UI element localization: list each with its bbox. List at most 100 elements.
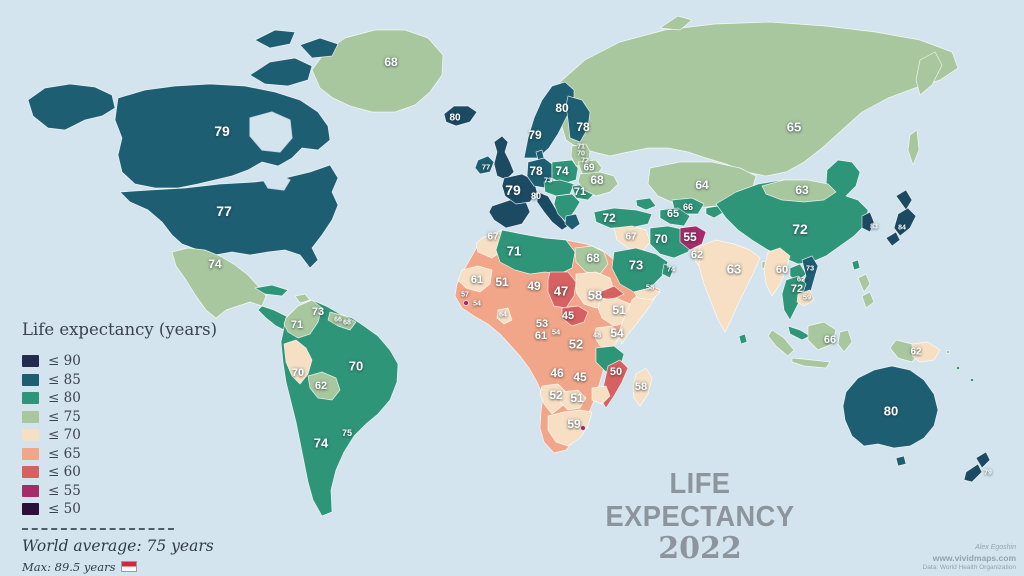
hispaniola	[294, 293, 311, 304]
legend-item: ≤ 90	[22, 352, 217, 371]
country-uk	[493, 135, 515, 181]
legend-swatch	[22, 503, 39, 516]
label-madagascar: 58	[634, 381, 648, 393]
arctic-island-1	[249, 57, 313, 87]
label-morocco: 67	[487, 231, 499, 243]
country-cambodia	[796, 289, 815, 307]
label-canada: 79	[214, 123, 230, 139]
label-mozambique: 50	[609, 366, 623, 378]
region-south-america	[280, 299, 399, 517]
philippines-luzon	[857, 273, 871, 293]
legend-item: ≤ 55	[22, 482, 217, 501]
label-senegal: 57	[461, 291, 469, 299]
label-india: 63	[726, 261, 742, 277]
country-afghanistan	[679, 225, 707, 251]
country-egypt	[574, 245, 609, 275]
label-afghanistan: 55	[683, 230, 697, 244]
label-new-zealand: 79	[984, 469, 992, 477]
country-malaysia	[787, 325, 811, 341]
label-latvia: 70	[577, 150, 585, 158]
label-guinea: 54	[473, 300, 481, 308]
label-germany: 78	[529, 164, 543, 178]
country-botswana	[559, 389, 587, 411]
max-row: Max: 89.5 years	[22, 559, 217, 575]
label-south-africa: 59	[567, 417, 581, 431]
label-mali: 51	[495, 275, 509, 289]
legend-swatch	[22, 429, 39, 442]
region-north-america	[27, 29, 444, 339]
legend-swatch	[22, 373, 39, 386]
region-oceania	[767, 273, 991, 483]
legend-item: ≤ 50	[22, 500, 217, 519]
map-title: LIFE EXPECTANCY 2022	[565, 468, 835, 566]
label-niger: 49	[527, 279, 541, 293]
label-iceland: 80	[449, 112, 461, 124]
country-italy	[536, 191, 569, 231]
great-lakes	[261, 173, 291, 191]
tasmania	[895, 455, 907, 467]
legend-item: ≤ 60	[22, 463, 217, 482]
country-ireland	[474, 155, 495, 175]
label-nigeria: 53	[535, 318, 549, 330]
label-ukraine: 68	[590, 173, 604, 187]
legend-swatch	[22, 447, 39, 460]
country-yemen	[633, 287, 661, 301]
label-estonia: 71	[577, 143, 585, 151]
country-colombia	[283, 299, 323, 339]
label-bolivia: 62	[314, 380, 328, 392]
label-saudi-arabia: 73	[628, 257, 644, 273]
max-label: Max: 89.5 years	[22, 559, 116, 574]
legend-item: ≤ 70	[22, 426, 217, 445]
pacific-island-2	[970, 378, 974, 382]
sumatra	[767, 329, 795, 357]
label-algeria: 71	[506, 243, 522, 259]
label-guyana: 66	[334, 316, 342, 324]
label-namibia: 52	[549, 388, 563, 402]
label-peru: 70	[291, 367, 305, 379]
caucasus	[635, 197, 657, 211]
label-finland: 78	[576, 120, 590, 134]
label-dr-congo: 52	[568, 336, 584, 352]
sulawesi	[837, 329, 853, 353]
label-sweden: 80	[555, 101, 569, 115]
label-france: 79	[505, 182, 521, 198]
credit-source: Data: World Health Organization	[922, 563, 1016, 571]
label-turkey: 72	[602, 211, 616, 225]
label-greenland: 68	[384, 55, 398, 69]
country-sri-lanka	[738, 333, 748, 345]
country-mauritania	[457, 265, 493, 293]
country-sierra-leone	[463, 300, 469, 306]
arctic-island-3	[254, 29, 296, 49]
label-czechia: 73	[543, 175, 553, 185]
label-mexico: 74	[208, 257, 222, 271]
label-somalia: 54	[610, 326, 624, 340]
country-myanmar	[763, 247, 791, 297]
borneo	[807, 321, 837, 351]
country-turkey	[593, 207, 653, 229]
country-bolivia	[307, 371, 341, 401]
label-venezuela: 73	[311, 306, 325, 318]
legend-item: ≤ 80	[22, 389, 217, 408]
country-poland	[551, 159, 579, 185]
region-africa	[454, 229, 661, 454]
syria-iraq	[613, 225, 651, 253]
label-pakistan: 62	[690, 249, 704, 261]
legend-divider	[22, 527, 174, 530]
guyana-suriname	[327, 311, 357, 331]
country-russia	[559, 21, 959, 177]
country-peru	[283, 339, 313, 385]
nz-north-island	[975, 451, 991, 469]
country-france	[501, 173, 538, 205]
country-ukraine	[577, 171, 619, 197]
legend-swatch	[22, 392, 39, 405]
legend-label: ≤ 60	[48, 464, 81, 481]
country-iceland	[443, 105, 478, 127]
label-japan: 84	[898, 224, 906, 232]
legend-item: ≤ 85	[22, 371, 217, 390]
country-greece	[564, 213, 581, 231]
label-laos: 62	[796, 274, 806, 284]
legend: Life expectancy (years) ≤ 90 ≤ 85 ≤ 80 ≤ 75…	[22, 320, 217, 576]
credit-website: www.vividmaps.com	[932, 552, 1016, 563]
